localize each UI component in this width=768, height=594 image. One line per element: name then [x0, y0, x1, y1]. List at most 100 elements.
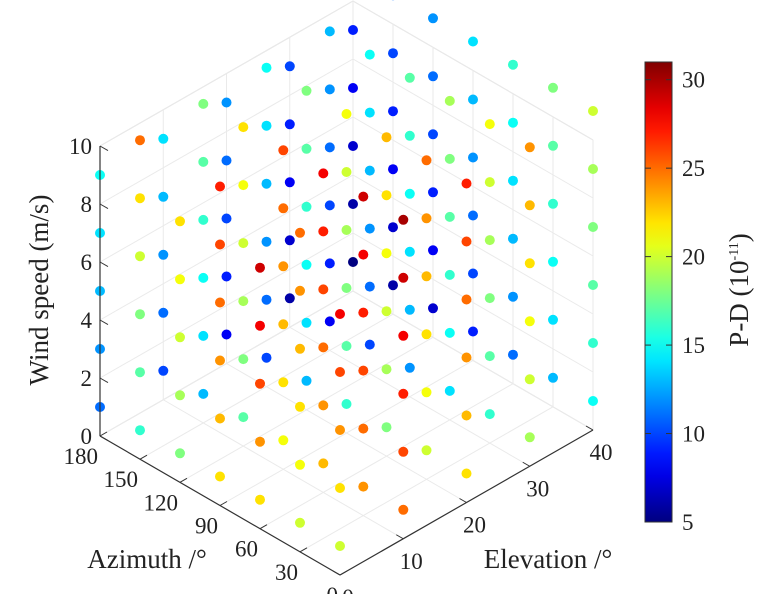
- colorbar-label-close: ): [724, 233, 754, 242]
- data-point: [484, 293, 495, 304]
- data-point: [508, 349, 518, 360]
- data-point: [318, 168, 329, 179]
- data-point: [421, 387, 432, 398]
- data-point: [158, 249, 169, 260]
- data-point: [318, 458, 329, 469]
- grid-line: [226, 363, 467, 503]
- azimuth-tick-mark: [179, 477, 188, 483]
- elevation-tick-mark: [332, 570, 341, 576]
- data-point: [358, 423, 369, 434]
- wind-speed-tick-mark: [99, 261, 109, 268]
- data-point: [364, 281, 375, 292]
- data-point: [278, 145, 289, 156]
- data-point: [428, 303, 438, 314]
- data-point: [135, 251, 145, 262]
- data-point: [135, 135, 145, 146]
- elevation-tick-mark: [522, 461, 530, 467]
- data-point: [255, 494, 265, 505]
- data-point: [588, 280, 598, 290]
- data-point: [221, 329, 232, 340]
- data-point: [398, 214, 409, 225]
- colorbar-label-exponent: -11: [727, 242, 742, 260]
- data-point: [348, 257, 358, 267]
- data-point: [198, 272, 209, 283]
- data-point: [588, 396, 598, 406]
- data-point: [404, 246, 415, 257]
- data-point: [284, 293, 295, 304]
- data-point: [428, 71, 438, 82]
- data-point: [364, 49, 375, 60]
- data-point: [341, 341, 352, 351]
- colorbar-tick-label: 15: [682, 333, 705, 358]
- data-point: [484, 235, 495, 246]
- data-point: [318, 226, 329, 237]
- data-point: [238, 238, 249, 249]
- data-point: [261, 62, 272, 73]
- data-point: [198, 156, 209, 167]
- azimuth-tick-label: 90: [195, 514, 218, 539]
- azimuth-tick-label: 30: [275, 560, 298, 585]
- data-point: [135, 193, 145, 204]
- data-point: [215, 297, 225, 308]
- data-point: [524, 142, 535, 153]
- data-point: [318, 342, 329, 353]
- wind-speed-tick-label: 4: [81, 308, 93, 333]
- data-point: [348, 83, 358, 93]
- elevation-tick-mark: [396, 534, 404, 540]
- elevation-tick-label: 30: [526, 476, 549, 501]
- data-point: [341, 167, 352, 177]
- wind-speed-tick-label: 2: [81, 366, 93, 391]
- data-point: [421, 271, 432, 282]
- data-point: [388, 280, 398, 291]
- data-point: [135, 425, 145, 436]
- data-point: [398, 330, 409, 341]
- data-point: [324, 258, 335, 269]
- data-point: [358, 365, 369, 376]
- data-point: [461, 178, 472, 189]
- data-point: [404, 362, 415, 373]
- data-point: [548, 140, 558, 151]
- data-point: [198, 388, 209, 399]
- elevation-tick-mark: [585, 425, 594, 431]
- wind-speed-tick-mark: [99, 377, 109, 384]
- data-point: [381, 190, 392, 201]
- data-point: [238, 296, 249, 307]
- data-point: [341, 283, 352, 293]
- data-point: [221, 97, 232, 108]
- data-point: [175, 216, 185, 227]
- data-point: [255, 320, 265, 331]
- data-point: [261, 120, 272, 131]
- data-point: [468, 94, 478, 105]
- data-point: [261, 352, 272, 363]
- colorbar-ticks: 5 10 15 20 25 30: [645, 68, 705, 535]
- data-point: [335, 541, 345, 551]
- data-point: [428, 129, 438, 140]
- data-point: [278, 203, 289, 214]
- data-point: [461, 410, 472, 421]
- colorbar: [644, 61, 673, 523]
- azimuth-tick-mark: [339, 570, 348, 576]
- data-point: [421, 213, 432, 224]
- data-point: [158, 191, 169, 202]
- data-point: [295, 517, 305, 528]
- data-point: [238, 354, 249, 365]
- data-point: [421, 445, 432, 456]
- data-point: [398, 446, 409, 457]
- data-point: [358, 191, 369, 202]
- data-point: [348, 25, 358, 35]
- wind-speed-tick-mark: [99, 145, 109, 152]
- data-point: [335, 425, 345, 435]
- data-point: [135, 367, 145, 378]
- data-point: [508, 117, 518, 128]
- colorbar-label: P-D (10-11): [724, 233, 754, 346]
- data-point: [588, 222, 598, 232]
- data-point: [404, 188, 415, 199]
- data-point: [221, 271, 232, 282]
- data-point: [404, 130, 415, 141]
- data-point: [428, 13, 438, 24]
- data-point: [444, 95, 455, 106]
- elevation-tick-mark: [459, 498, 467, 503]
- data-point: [508, 291, 518, 302]
- grid-line: [162, 399, 404, 540]
